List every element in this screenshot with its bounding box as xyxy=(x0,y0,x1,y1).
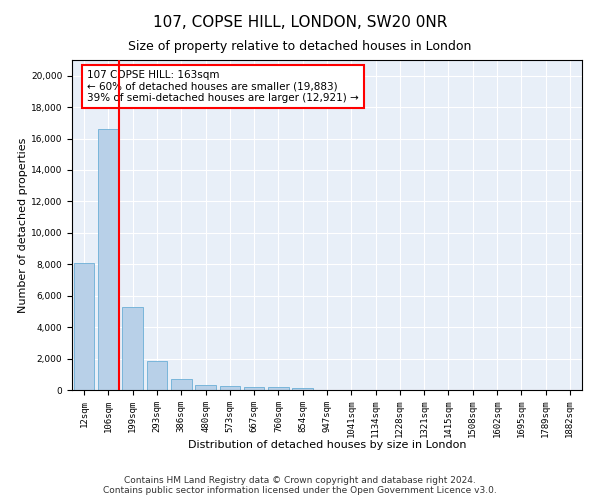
Y-axis label: Number of detached properties: Number of detached properties xyxy=(18,138,28,312)
Bar xyxy=(195,384,216,390)
Text: Size of property relative to detached houses in London: Size of property relative to detached ho… xyxy=(128,40,472,53)
Text: Contains HM Land Registry data © Crown copyright and database right 2024.
Contai: Contains HM Land Registry data © Crown c… xyxy=(103,476,497,495)
Bar xyxy=(244,387,265,390)
Bar xyxy=(268,387,289,390)
Text: 107 COPSE HILL: 163sqm
← 60% of detached houses are smaller (19,883)
39% of semi: 107 COPSE HILL: 163sqm ← 60% of detached… xyxy=(88,70,359,103)
Bar xyxy=(122,306,143,390)
X-axis label: Distribution of detached houses by size in London: Distribution of detached houses by size … xyxy=(188,440,466,450)
Bar xyxy=(74,262,94,390)
Bar xyxy=(98,129,119,390)
Bar xyxy=(171,380,191,390)
Text: 107, COPSE HILL, LONDON, SW20 0NR: 107, COPSE HILL, LONDON, SW20 0NR xyxy=(153,15,447,30)
Bar xyxy=(292,388,313,390)
Bar xyxy=(220,386,240,390)
Bar xyxy=(146,361,167,390)
